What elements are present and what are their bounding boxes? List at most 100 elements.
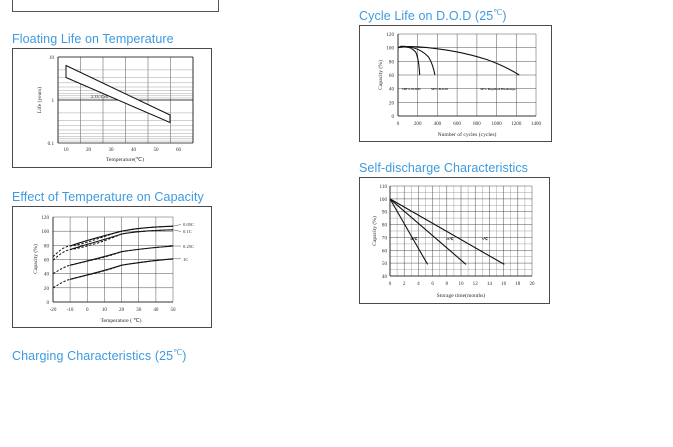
series-label-100-dod: 100% D.O.D	[402, 87, 421, 91]
residual-capacity-figure: Residual Capacity (%)	[12, 0, 219, 12]
heading-cycle-life: Cycle Life on D.O.D (25℃)	[359, 8, 507, 23]
series-label: 0.1C	[183, 229, 192, 234]
y-tick: 0.1	[48, 141, 55, 147]
y-tick: 80	[382, 223, 388, 229]
series-label-5c: 5℃	[482, 237, 488, 241]
x-tick: 18	[515, 281, 521, 287]
x-tick: 12	[473, 281, 479, 287]
line-5c	[389, 198, 505, 265]
x-tick: 16	[501, 281, 507, 287]
y-tick: 40	[44, 272, 50, 278]
x-tick: 200	[414, 121, 422, 127]
y-axis-label: Capacity (%)	[32, 244, 39, 274]
y-tick: 60	[44, 258, 50, 264]
x-axis-label: Temperature(℃)	[106, 156, 144, 163]
x-tick: 20	[86, 147, 92, 153]
chart-cycle-life-dod: 100% D.O.D 50% D.O.D 30% Depth of Discha…	[359, 25, 552, 142]
effect-temperature-plot: 0.05C 0.1C 0.25C 1C 120 100 80 60 40 20 …	[32, 215, 194, 324]
curve-0-1c	[52, 229, 174, 261]
x-tick: 14	[487, 281, 493, 287]
curve-0-25c-solid	[69, 245, 174, 266]
x-tick: 40	[131, 147, 137, 153]
heading-charging-characteristics: Charging Characteristics (25℃)	[12, 348, 187, 363]
y-tick: 90	[382, 210, 388, 216]
y-tick: 100	[379, 197, 387, 203]
y-tick: 110	[380, 184, 388, 190]
x-tick: 1200	[511, 121, 522, 127]
x-tick: -20	[50, 307, 57, 313]
curve-1c	[52, 258, 174, 289]
y-tick: 40	[389, 87, 395, 93]
x-tick: 1000	[492, 121, 503, 127]
y-tick: 0	[46, 300, 49, 306]
x-axis-label: Storage time(months)	[437, 292, 486, 299]
curve-1c-solid	[69, 258, 174, 280]
series-label: 0.25C	[183, 244, 194, 249]
series-label: 1C	[183, 257, 188, 262]
heading-self-discharge: Self-discharge Characteristics	[359, 161, 529, 175]
y-tick: 1	[51, 98, 54, 104]
series-label-30-dod: 30% Depth of Discharge	[480, 87, 516, 91]
y-axis-label: Life (years)	[36, 87, 43, 113]
x-tick: 30	[108, 147, 114, 153]
series-label-50-dod: 50% D.O.D	[431, 87, 448, 91]
cycle-life-tail: )	[502, 9, 507, 24]
floating-life-band	[65, 64, 171, 124]
y-tick: 80	[44, 243, 50, 249]
x-tick: 600	[453, 121, 461, 127]
floating-life-annotation: 2.3V/Cell	[91, 94, 109, 99]
x-tick: 10	[63, 147, 69, 153]
x-tick: 20	[119, 307, 125, 313]
floating-life-plot: 2.3V/Cell 10 1 0.1 10 20 30 40 50 60 Tem…	[36, 55, 194, 163]
x-tick: 8	[446, 281, 449, 287]
y-tick: 70	[382, 235, 388, 241]
curve-0-05c-solid	[69, 225, 174, 247]
degree-celsius-sup: ℃	[173, 348, 183, 357]
x-tick: 800	[473, 121, 481, 127]
series-label-40c: 40℃	[410, 237, 417, 241]
curve-100-dod	[397, 45, 421, 76]
x-tick: 0	[389, 281, 392, 287]
y-tick: 20	[44, 286, 50, 292]
chart-self-discharge: 40℃ 25℃ 5℃ 110 100 90 80 70 60 50 40 0 2…	[359, 177, 550, 304]
y-tick: 60	[389, 73, 395, 79]
y-tick: 10	[49, 55, 55, 61]
x-tick: 50	[153, 147, 159, 153]
curve-50-dod	[397, 45, 436, 76]
y-tick: 50	[382, 261, 388, 267]
y-axis-label: Capacity (%)	[371, 216, 378, 246]
x-tick: 20	[529, 281, 535, 287]
curve-0-25c	[52, 245, 174, 275]
cycle-life-plot: 100% D.O.D 50% D.O.D 30% Depth of Discha…	[377, 32, 542, 138]
x-axis-label: Temperature ( ℃)	[101, 317, 142, 324]
x-axis-label: Number of cycles (cycles)	[438, 131, 497, 138]
self-discharge-plot: 40℃ 25℃ 5℃ 110 100 90 80 70 60 50 40 0 2…	[371, 184, 535, 299]
y-tick: 0	[391, 114, 394, 120]
x-tick: 30	[136, 307, 142, 313]
x-tick: 0	[397, 121, 400, 127]
y-tick: 120	[41, 215, 49, 221]
series-label-25c: 25℃	[446, 237, 453, 241]
x-tick: 1400	[531, 121, 542, 127]
series-label: 0.05C	[183, 222, 194, 227]
x-tick: 40	[153, 307, 159, 313]
degree-celsius-sup: ℃	[493, 8, 503, 17]
curve-30-dod	[397, 45, 520, 76]
x-tick: -10	[67, 307, 74, 313]
cycle-life-label: Cycle Life on D.O.D (25	[359, 9, 494, 24]
y-tick: 100	[41, 229, 49, 235]
y-tick: 60	[382, 248, 388, 254]
x-tick: 0	[86, 307, 89, 313]
charging-characteristics-label: Charging Characteristics (25	[12, 349, 174, 364]
chart-effect-temperature-capacity: 0.05C 0.1C 0.25C 1C 120 100 80 60 40 20 …	[12, 206, 212, 328]
line-40c	[389, 198, 429, 265]
y-tick: 80	[389, 59, 395, 65]
x-tick: 400	[434, 121, 442, 127]
chart-floating-life: 2.3V/Cell 10 1 0.1 10 20 30 40 50 60 Tem…	[12, 48, 212, 168]
curve-0-1c-solid	[69, 229, 174, 251]
x-tick: 2	[403, 281, 406, 287]
x-tick: 50	[170, 307, 176, 313]
heading-floating-life: Floating Life on Temperature	[12, 32, 174, 46]
x-tick: 10	[458, 281, 464, 287]
